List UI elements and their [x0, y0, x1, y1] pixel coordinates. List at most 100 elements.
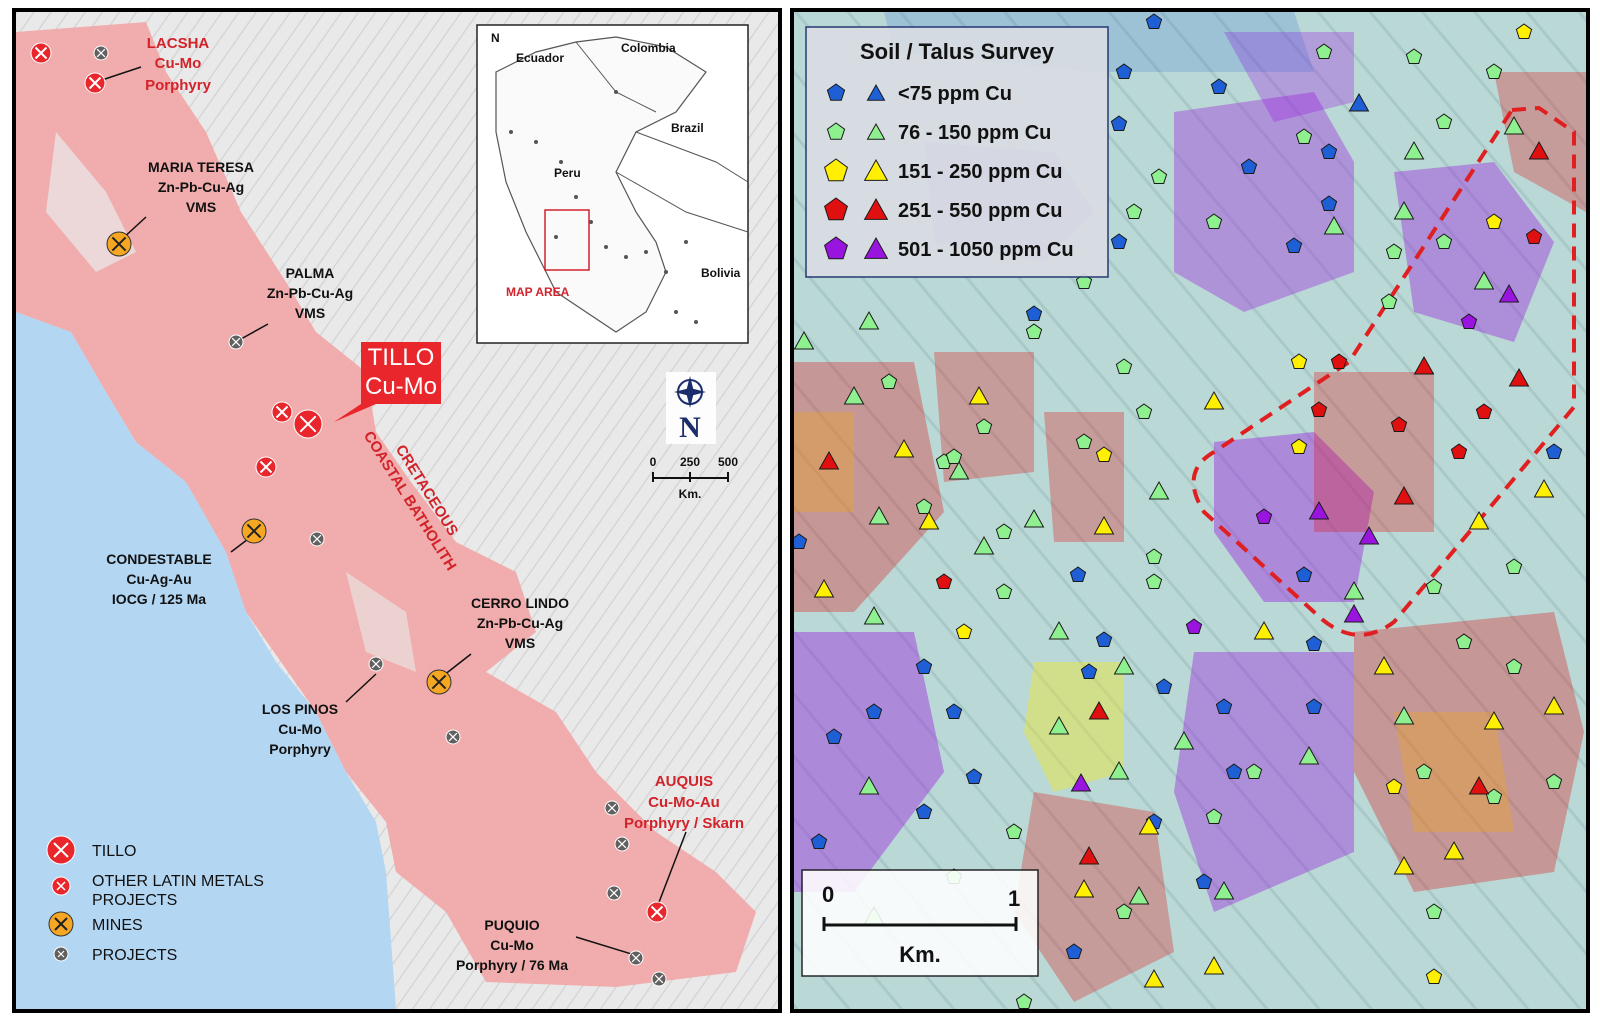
soil-scale-0: 0 [822, 882, 834, 907]
talus-sample-151-250 [813, 578, 835, 598]
soil-sample-lt75 [1305, 698, 1323, 714]
mine-marker [106, 231, 132, 257]
anomaly-zone [1314, 372, 1434, 532]
soil-sample-151-250 [1425, 968, 1443, 984]
soil-sample-lt75 [1305, 635, 1323, 651]
soil-sample-lt75 [1545, 443, 1563, 459]
talus-sample-76-150 [1128, 885, 1150, 905]
talus-sample-76-150 [1503, 115, 1525, 135]
talus-sample-151-250 [1203, 955, 1225, 975]
talus-sample-76-150 [1393, 200, 1415, 220]
puquio-name: PUQUIO [484, 917, 539, 933]
soil-sample-lt75 [1240, 158, 1258, 174]
soil-sample-251-550 [1310, 401, 1328, 417]
soil-sample-lt75 [1210, 78, 1228, 94]
talus-sample-76-150 [1403, 140, 1425, 160]
project-markers [30, 42, 668, 987]
talus-sample-76-150 [1473, 270, 1495, 290]
soil-sample-251-550 [1450, 443, 1468, 459]
anomaly-zone [1394, 712, 1514, 832]
terrain-gap [346, 572, 416, 672]
legend-other-line2: PROJECTS [92, 892, 177, 909]
inset-label-peru: Peru [554, 166, 581, 180]
target-zone-outline [1191, 105, 1576, 637]
soil-scale-bar: 0 1 Km. [801, 869, 1039, 977]
soil-sample-251-550 [1475, 403, 1493, 419]
soil-legend-label: 151 - 250 ppm Cu [898, 161, 1063, 183]
soil-sample-76-150 [1025, 323, 1043, 339]
soil-sample-76-150 [1125, 203, 1143, 219]
scale-bar: 0 250 500 Km. [650, 455, 739, 501]
talus-sample-251-550 [1393, 485, 1415, 505]
soil-survey-map-panel: Soil / Talus Survey <75 ppm Cu 76 - 150 p… [790, 8, 1590, 1013]
condestable-name: CONDESTABLE [106, 551, 212, 567]
talus-sample-76-150 [1048, 620, 1070, 640]
soil-sample-lt75 [1110, 115, 1128, 131]
anomaly-zone [794, 362, 944, 612]
talus-sample-76-150 [1298, 745, 1320, 765]
talus-sample-501-1050 [1343, 603, 1365, 623]
talus-sample-151-250 [1138, 815, 1160, 835]
talus-sample-76-150 [1113, 655, 1135, 675]
condestable-age: IOCG / 125 Ma [112, 591, 206, 607]
label-los-pinos: LOS PINOS Cu-Mo Porphyry [262, 701, 338, 757]
talus-sample-76-150 [973, 535, 995, 555]
lacsha-style: Porphyry [145, 77, 212, 94]
soil-sample-lt75 [1295, 566, 1313, 582]
soil-sample-76-150 [995, 523, 1013, 539]
label-lacsha: LACSHA Cu-Mo Porphyry [145, 35, 212, 94]
triangle-icon [866, 122, 886, 140]
inset-label-bolivia: Bolivia [701, 266, 741, 280]
soil-sample-76-150 [1145, 548, 1163, 564]
soil-sample-lt75 [865, 703, 883, 719]
ocean [16, 312, 396, 1009]
triangle-icon [863, 158, 889, 181]
auquis-style: Porphyry / Skarn [624, 815, 744, 832]
soil-sample-lt75 [945, 703, 963, 719]
scale-unit: Km. [679, 487, 702, 501]
soil-sample-76-150 [880, 373, 898, 389]
talus-sample-76-150 [1108, 760, 1130, 780]
coastal-batholith-area [16, 22, 756, 987]
soil-sample-76-150 [1075, 433, 1093, 449]
soil-sample-251-550 [1330, 353, 1348, 369]
talus-sample-501-1050 [1358, 525, 1380, 545]
legend-other-projects-icon [51, 876, 71, 896]
soil-sample-76-150 [1415, 763, 1433, 779]
soil-sample-76-150 [1295, 128, 1313, 144]
soil-sample-76-150 [1115, 903, 1133, 919]
talus-sample-151-250 [1443, 840, 1465, 860]
soil-legend-row: 151 - 250 ppm Cu [824, 158, 1063, 183]
talus-sample-76-150 [1213, 880, 1235, 900]
soil-sample-lt75 [915, 658, 933, 674]
talus-sample-76-150 [843, 385, 865, 405]
soil-sample-76-150 [1205, 213, 1223, 229]
soil-sample-points [794, 13, 1565, 1009]
puquio-age: Porphyry / 76 Ma [456, 957, 568, 973]
talus-sample-76-150 [1323, 215, 1345, 235]
inset-label-map-area: MAP AREA [506, 285, 570, 299]
soil-legend-row: <75 ppm Cu [826, 83, 1012, 105]
talus-sample-151-250 [918, 510, 940, 530]
soil-sample-151-250 [1485, 213, 1503, 229]
soil-sample-76-150 [1455, 633, 1473, 649]
soil-sample-lt75 [1080, 663, 1098, 679]
triangle-icon [866, 83, 886, 101]
tillo-callout: TILLO Cu-Mo [334, 342, 441, 422]
anomaly-zone [1494, 72, 1586, 212]
soil-sample-76-150 [1505, 658, 1523, 674]
soil-sample-lt75 [825, 728, 843, 744]
soil-sample-76-150 [995, 583, 1013, 599]
triangle-icon [863, 236, 889, 259]
soil-legend: Soil / Talus Survey <75 ppm Cu 76 - 150 p… [805, 26, 1109, 278]
scale-tick-250: 250 [680, 455, 700, 469]
talus-sample-501-1050 [1070, 772, 1092, 792]
legend-tillo-icon [46, 835, 76, 865]
soil-sample-151-250 [955, 623, 973, 639]
soil-sample-lt75 [1195, 873, 1213, 889]
mine-marker [241, 518, 267, 544]
soil-sample-76-150 [1425, 903, 1443, 919]
soil-legend-label: 251 - 550 ppm Cu [898, 200, 1063, 222]
soil-sample-76-150 [1135, 403, 1153, 419]
soil-sample-76-150 [1315, 43, 1333, 59]
